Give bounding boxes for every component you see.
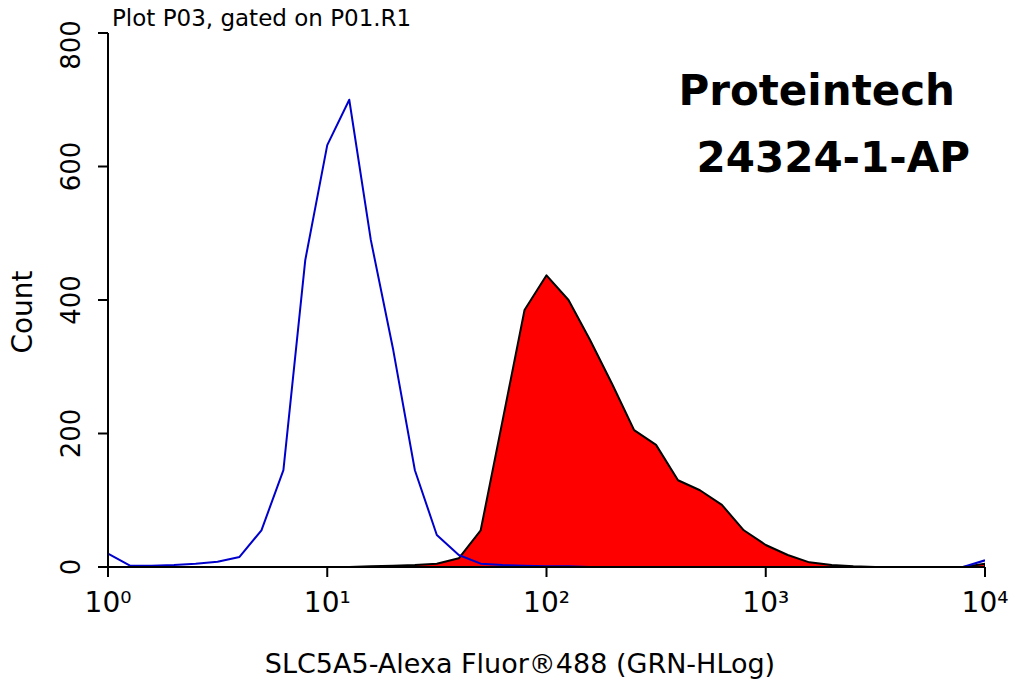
y-tick-label: 0 bbox=[56, 559, 86, 576]
x-tick-label: 10² bbox=[523, 586, 570, 619]
y-tick-label: 400 bbox=[56, 275, 86, 325]
x-axis-label: SLC5A5-Alexa Fluor®488 (GRN-HLog) bbox=[265, 648, 775, 679]
y-tick bbox=[98, 566, 108, 568]
y-tick bbox=[98, 299, 108, 301]
line-series bbox=[108, 100, 985, 567]
y-tick bbox=[98, 32, 108, 34]
x-tick-label: 10³ bbox=[742, 586, 789, 619]
y-tick-label: 600 bbox=[56, 142, 86, 192]
annotation: Proteintech bbox=[678, 66, 955, 115]
x-tick bbox=[326, 567, 328, 577]
title: Plot P03, gated on P01.R1 bbox=[112, 5, 411, 31]
y-tick bbox=[98, 166, 108, 168]
area-series bbox=[108, 275, 985, 567]
x-tick-label: 10⁴ bbox=[962, 586, 1009, 619]
annotation: 24324-1-AP bbox=[697, 133, 971, 182]
chart: 10⁰ 10¹ 10² 10³ 10⁴ 0 200 400 600 800 Plot P03, ga… bbox=[0, 0, 1015, 683]
plot-area bbox=[108, 100, 985, 567]
x-tick-label: 10¹ bbox=[304, 586, 351, 619]
x-tick bbox=[765, 567, 767, 577]
y-tick bbox=[98, 433, 108, 435]
x-tick bbox=[984, 567, 986, 577]
y-tick-label: 800 bbox=[56, 20, 86, 70]
y-axis-label: Count bbox=[6, 270, 39, 353]
x-tick-label: 10⁰ bbox=[85, 586, 132, 619]
x-tick bbox=[107, 567, 109, 577]
x-tick bbox=[546, 567, 548, 577]
y-tick-label: 200 bbox=[56, 409, 86, 459]
background bbox=[0, 0, 1015, 683]
